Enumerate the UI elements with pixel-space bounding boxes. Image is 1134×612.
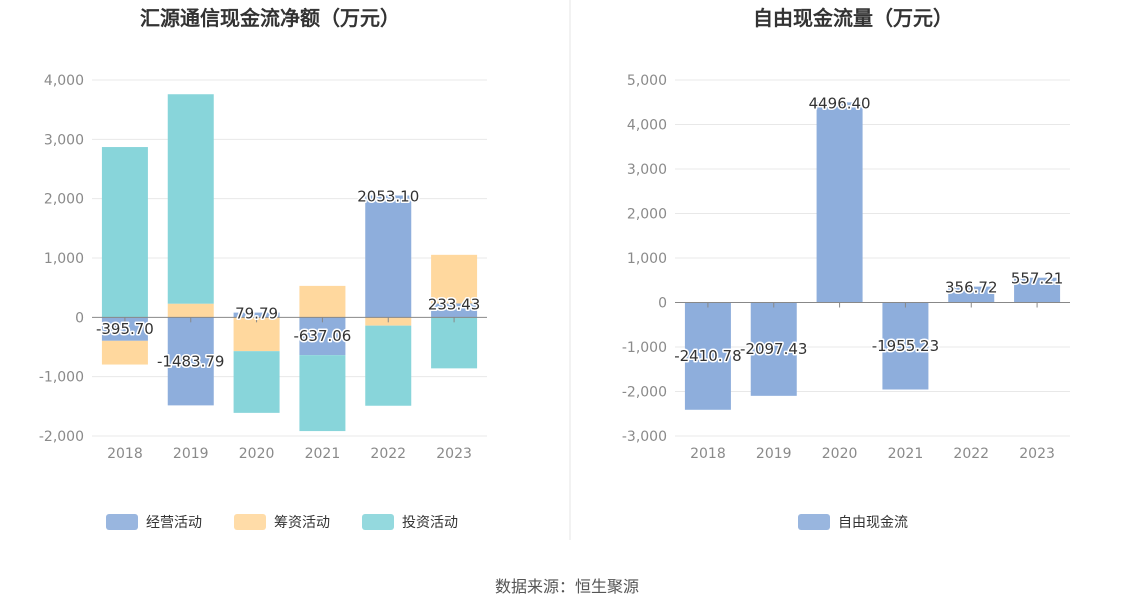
y-tick-label: 4,000 <box>627 118 667 134</box>
legend-swatch <box>106 514 138 530</box>
bar-2021 <box>299 285 346 318</box>
data-label: 79.79 <box>235 305 278 323</box>
legend-entry: 自由现金流 <box>838 515 908 531</box>
data-label: 4496.40 <box>809 94 871 112</box>
data-label: 2053.10 <box>357 188 419 206</box>
bar-2022 <box>365 325 412 406</box>
y-tick-label: 1,000 <box>44 251 84 267</box>
data-label: -1955.23 <box>872 337 939 355</box>
bar-2018 <box>101 340 148 365</box>
y-tick-label: 1,000 <box>627 251 667 267</box>
chart-title: 自由现金流量（万元） <box>753 6 953 30</box>
chart-title: 汇源通信现金流净额（万元） <box>140 6 400 30</box>
x-tick-label: 2023 <box>436 446 472 462</box>
y-tick-label: 0 <box>658 296 667 312</box>
x-tick-label: 2021 <box>305 446 341 462</box>
x-tick-label: 2022 <box>953 446 989 462</box>
y-tick-label: -1,000 <box>622 340 667 356</box>
bar-2021 <box>299 355 346 432</box>
bar-2019 <box>167 303 214 318</box>
bar-2022 <box>948 286 995 303</box>
y-tick-label: -1,000 <box>39 370 84 386</box>
legend-entry: 筹资活动 <box>274 514 330 531</box>
data-label: -637.06 <box>293 327 351 345</box>
y-tick-label: 2,000 <box>44 192 84 208</box>
bar-2019 <box>167 317 214 406</box>
y-tick-label: -3,000 <box>622 429 667 445</box>
bar-2020 <box>233 317 280 352</box>
data-label: 557.21 <box>1011 270 1064 288</box>
cash-flow-net-chart: 汇源通信现金流净额（万元） -2,000 -1,000 0 1,000 2,000 3,0… <box>39 6 487 531</box>
data-source: 数据来源：恒生聚源 <box>495 577 639 596</box>
y-tick-label: -2,000 <box>622 385 667 401</box>
bar-2019 <box>167 94 214 304</box>
y-tick-label: 4,000 <box>44 73 84 89</box>
x-tick-label: 2020 <box>822 446 858 462</box>
data-label: -2410.78 <box>674 347 741 365</box>
legend-swatch <box>362 514 394 530</box>
bar-2020 <box>816 102 863 303</box>
x-tick-label: 2023 <box>1019 446 1055 462</box>
bar-2023 <box>431 303 478 318</box>
x-tick-label: 2018 <box>690 446 726 462</box>
x-tick-label: 2021 <box>888 446 924 462</box>
y-tick-label: 0 <box>75 310 84 326</box>
legend-swatch <box>798 514 830 530</box>
bar-2023 <box>431 317 478 369</box>
bar-2018 <box>101 147 148 318</box>
y-tick-label: 3,000 <box>44 132 84 148</box>
bar-2020 <box>233 351 280 413</box>
bar-2022 <box>365 195 412 318</box>
x-tick-label: 2022 <box>370 446 406 462</box>
bar-2021 <box>299 317 346 356</box>
bar-2018 <box>684 302 731 410</box>
free-cash-flow-chart: 自由现金流量（万元） -3,000 -2,000 -1,000 0 1,000 2,000… <box>622 6 1070 531</box>
y-tick-label: -2,000 <box>39 429 84 445</box>
legend-entry: 经营活动 <box>146 515 202 531</box>
data-label: -395.70 <box>96 320 154 338</box>
bar-2018 <box>101 317 148 341</box>
y-tick-label: 2,000 <box>627 207 667 223</box>
x-tick-label: 2019 <box>756 446 792 462</box>
x-tick-label: 2019 <box>173 446 209 462</box>
y-tick-label: 5,000 <box>627 73 667 89</box>
data-label: 233.43 <box>428 295 481 313</box>
y-tick-label: 3,000 <box>627 162 667 178</box>
bar-2023 <box>1014 277 1061 303</box>
data-label: -2097.43 <box>740 340 807 358</box>
legend-entry: 投资活动 <box>402 515 458 531</box>
bar-2021 <box>882 302 929 390</box>
bar-2020 <box>233 312 280 318</box>
x-tick-label: 2020 <box>239 446 275 462</box>
data-label: 356.72 <box>945 279 998 297</box>
data-label: -1483.79 <box>157 352 224 370</box>
bar-2023 <box>431 254 478 304</box>
bar-2019 <box>750 302 797 396</box>
x-tick-label: 2018 <box>107 446 143 462</box>
legend-swatch <box>234 514 266 530</box>
